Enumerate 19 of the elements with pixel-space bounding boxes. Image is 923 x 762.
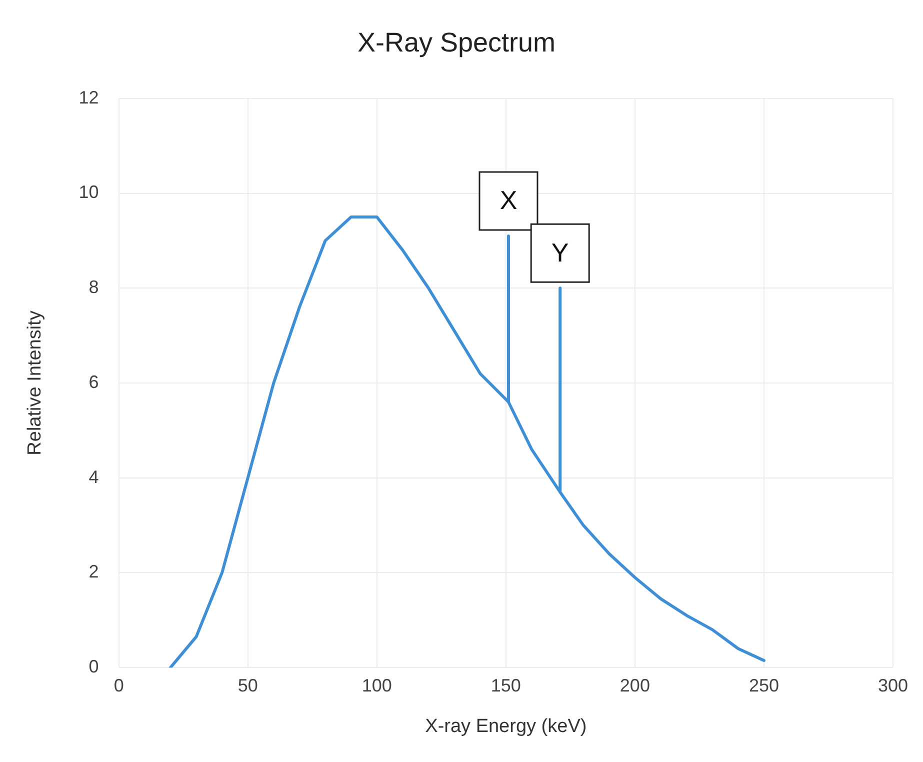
annotation: Y xyxy=(551,237,569,268)
y-tick-label: 12 xyxy=(78,87,99,108)
chart-title: X-Ray Spectrum xyxy=(357,28,556,58)
y-tick-label: 2 xyxy=(88,562,99,582)
x-tick-label: 150 xyxy=(490,675,521,696)
x-tick-label: 300 xyxy=(878,675,908,696)
x-tick-label: 100 xyxy=(362,675,392,696)
y-axis-title: Relative Intensity xyxy=(24,310,46,456)
x-tick-label: 250 xyxy=(748,675,779,696)
x-tick-label: 0 xyxy=(114,675,124,696)
x-tick-label: 200 xyxy=(620,675,650,696)
y-tick-label: 0 xyxy=(88,656,99,677)
y-tick-label: 8 xyxy=(88,277,99,298)
y-tick-label: 4 xyxy=(88,466,99,487)
annotation: X xyxy=(500,185,518,216)
y-tick-label: 6 xyxy=(88,372,99,392)
x-tick-label: 50 xyxy=(238,675,258,696)
y-tick-label: 10 xyxy=(78,182,99,202)
x-axis-title: X-ray Energy (keV) xyxy=(425,716,587,737)
